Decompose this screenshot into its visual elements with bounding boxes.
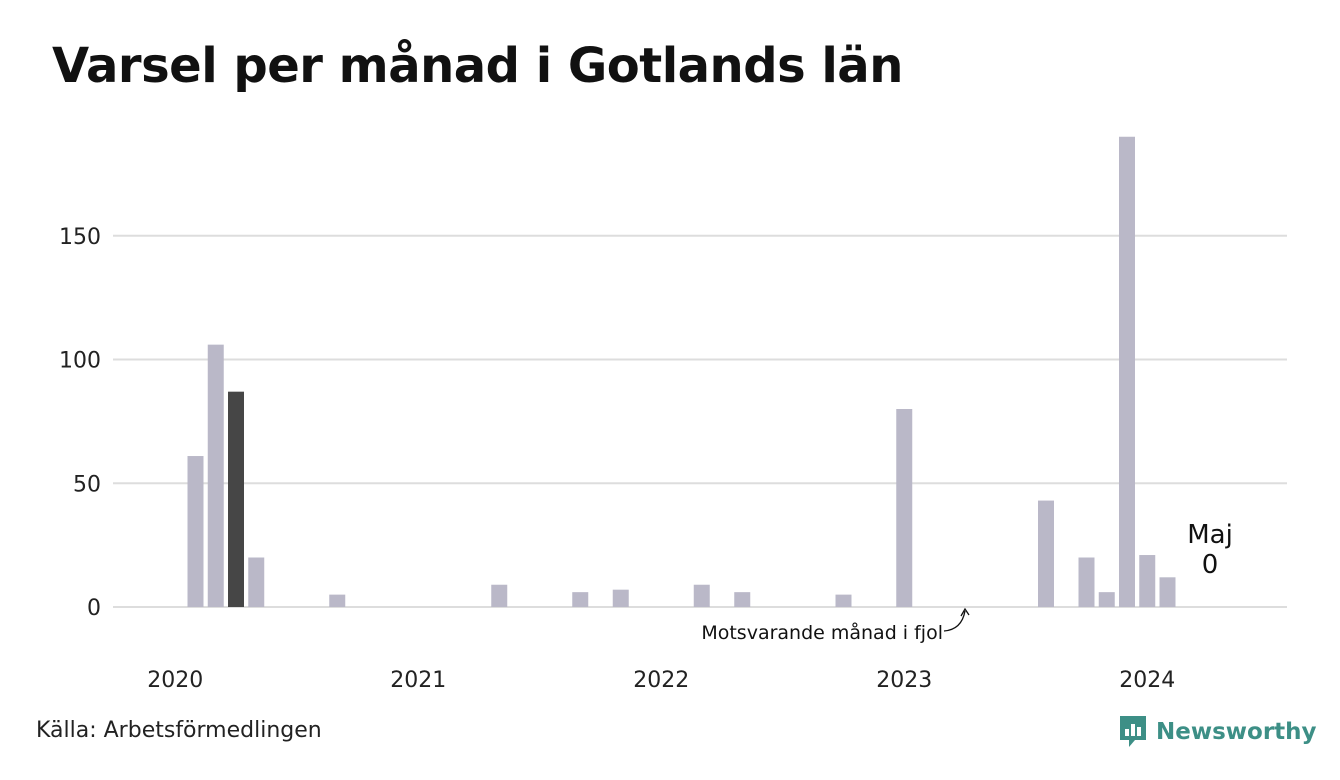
y-tick-label: 50 bbox=[73, 472, 101, 497]
annotation-arrowhead bbox=[960, 607, 970, 617]
bar bbox=[693, 584, 710, 607]
x-tick-label: 2024 bbox=[1119, 668, 1175, 693]
y-axis-ticks: 0 50 100 150 bbox=[59, 225, 101, 621]
bar bbox=[1119, 136, 1135, 607]
bar bbox=[329, 594, 346, 607]
bar bbox=[734, 592, 751, 607]
bars bbox=[187, 136, 1176, 607]
source-note: Källa: Arbetsförmedlingen bbox=[36, 718, 322, 743]
bar bbox=[1078, 557, 1095, 607]
bar bbox=[896, 409, 913, 607]
chart-title: Varsel per månad i Gotlands län bbox=[52, 38, 903, 94]
y-tick-label: 100 bbox=[59, 349, 101, 374]
brand-logo[interactable]: Newsworthy bbox=[1118, 714, 1317, 750]
gridlines bbox=[113, 234, 1287, 608]
x-tick-label: 2020 bbox=[147, 668, 203, 693]
bar bbox=[612, 589, 629, 607]
bar bbox=[1038, 500, 1054, 607]
brand-name: Newsworthy bbox=[1156, 719, 1317, 745]
bar bbox=[228, 391, 244, 607]
callout-value: 0 bbox=[1202, 550, 1219, 580]
x-tick-label: 2022 bbox=[633, 668, 689, 693]
bar bbox=[835, 594, 852, 607]
bar bbox=[1139, 555, 1156, 607]
bar bbox=[187, 456, 204, 607]
annotation-arrow bbox=[943, 610, 966, 632]
x-tick-label: 2021 bbox=[390, 668, 446, 693]
bar bbox=[207, 344, 224, 607]
annotation-label: Motsvarande månad i fjol bbox=[701, 621, 943, 644]
bar bbox=[1098, 592, 1115, 607]
bar bbox=[491, 584, 508, 607]
y-tick-label: 0 bbox=[87, 596, 101, 621]
bar bbox=[1159, 577, 1176, 607]
x-axis-ticks: 2020 2021 2022 2023 2024 bbox=[147, 668, 1175, 693]
x-tick-label: 2023 bbox=[876, 668, 932, 693]
newsworthy-chart-icon bbox=[1120, 716, 1146, 747]
y-tick-label: 150 bbox=[59, 225, 101, 250]
bar bbox=[248, 557, 265, 607]
bar bbox=[572, 592, 589, 607]
callout-month: Maj bbox=[1187, 520, 1233, 550]
